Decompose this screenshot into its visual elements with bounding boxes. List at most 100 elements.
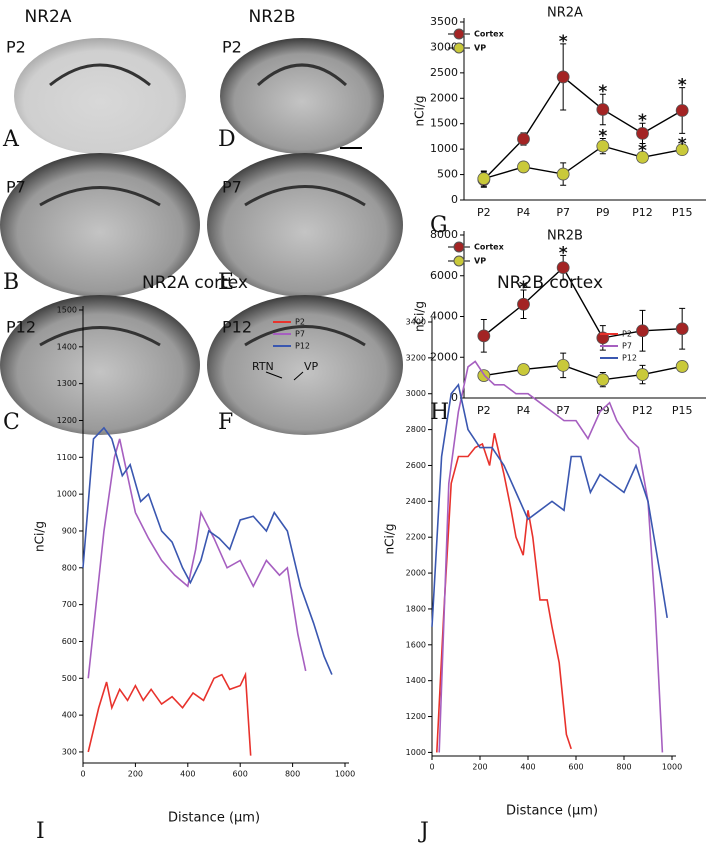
column-title: NR2A <box>25 7 72 27</box>
age-label: P12 <box>222 318 252 337</box>
panel-letter: A <box>2 127 20 152</box>
tick-label: 2600 <box>406 461 426 470</box>
tick-label: 500 <box>62 674 77 683</box>
tick-label: 3400 <box>406 318 426 327</box>
age-label: P2 <box>222 38 242 57</box>
marker <box>477 172 491 186</box>
chart-title: NR2A cortex <box>142 273 248 293</box>
significance-mark: * <box>519 278 528 298</box>
legend-label: Cortex <box>474 243 505 252</box>
series-line <box>483 145 683 180</box>
chart-title: NR2B <box>547 229 583 244</box>
tick-label: 800 <box>62 563 77 572</box>
panel-letter: F <box>218 410 233 435</box>
tick-label: 1500 <box>430 117 458 130</box>
tick-label: 1800 <box>406 604 426 613</box>
x-axis-label: Distance (µm) <box>506 804 598 819</box>
axis <box>431 318 676 757</box>
section-image <box>207 153 403 297</box>
legend-marker <box>453 42 465 54</box>
marker <box>636 150 649 164</box>
tick-label: 1200 <box>406 712 426 721</box>
legend-label: VP <box>474 257 486 266</box>
tick-label: 1600 <box>406 640 426 649</box>
region-label: RTN <box>252 360 274 373</box>
age-label: P7 <box>222 178 242 197</box>
section-image <box>220 38 384 154</box>
legend-label: P12 <box>622 354 637 363</box>
age-label: P12 <box>6 318 36 337</box>
marker <box>675 104 689 117</box>
tick-label: 0 <box>429 763 434 772</box>
tick-label: 2800 <box>406 425 426 434</box>
section-images <box>0 38 403 435</box>
tick-label: 3000 <box>406 389 426 398</box>
legend-marker <box>453 241 465 253</box>
tick-label: 600 <box>568 763 583 772</box>
panel-letter: G <box>430 213 448 238</box>
tick-label: 300 <box>62 747 77 756</box>
tick-label: 1000 <box>335 770 355 779</box>
marker <box>556 167 570 181</box>
marker <box>556 261 570 275</box>
axis <box>463 18 706 201</box>
pointer <box>293 371 304 381</box>
tick-label: 200 <box>128 770 143 779</box>
marker <box>636 368 649 381</box>
panel-letter: D <box>218 127 236 152</box>
panel-letter: I <box>36 819 45 844</box>
tick-label: 3500 <box>430 15 458 28</box>
tick-label: 1000 <box>430 142 458 155</box>
x-tick-label: P2 <box>477 404 491 417</box>
profile-line <box>438 360 664 753</box>
tick-label: 800 <box>285 770 300 779</box>
panel-letter: B <box>3 270 19 295</box>
legend-label: P12 <box>295 342 310 351</box>
profile-line <box>87 671 252 756</box>
chart-title: NR2A <box>547 6 583 21</box>
panel-letter: H <box>430 400 449 425</box>
marker <box>596 139 610 153</box>
tick-label: 1000 <box>662 763 682 772</box>
marker <box>636 126 649 140</box>
y-axis-label: nCi/g <box>413 96 427 127</box>
significance-mark: * <box>559 32 568 52</box>
tick-label: 1200 <box>57 416 77 425</box>
tick-label: 800 <box>616 763 631 772</box>
marker <box>517 160 530 174</box>
tick-label: 6000 <box>430 269 458 282</box>
pointer <box>265 371 283 379</box>
marker <box>556 70 570 84</box>
legend-label: P7 <box>295 330 305 339</box>
hippocampus-outline <box>39 63 366 347</box>
legend-label: VP <box>474 44 486 53</box>
significance-mark: * <box>598 126 607 146</box>
chart-title: NR2B cortex <box>497 273 603 293</box>
profile-line <box>87 438 307 679</box>
tick-label: 2000 <box>430 350 458 363</box>
y-axis-label: nCi/g <box>33 521 47 552</box>
section-image <box>0 295 200 435</box>
tick-label: 1400 <box>406 676 426 685</box>
series-line <box>483 266 683 339</box>
legend-marker <box>453 255 465 267</box>
tick-label: 700 <box>62 600 77 609</box>
x-tick-label: P2 <box>477 206 491 219</box>
x-tick-label: P7 <box>556 206 570 219</box>
profile-line <box>431 382 668 627</box>
tick-label: 4000 <box>430 310 458 323</box>
tick-label: 200 <box>472 763 487 772</box>
marker <box>675 143 689 157</box>
tick-label: 3000 <box>430 40 458 53</box>
tick-label: 1000 <box>406 748 426 757</box>
x-tick-label: P15 <box>672 404 693 417</box>
tick-label: 400 <box>180 770 195 779</box>
marker <box>675 322 689 336</box>
tick-label: 1500 <box>57 306 77 315</box>
significance-mark: * <box>678 76 687 96</box>
significance-mark: * <box>638 111 647 131</box>
profile-line <box>436 433 572 753</box>
marker <box>556 358 570 372</box>
series-line <box>483 75 683 181</box>
